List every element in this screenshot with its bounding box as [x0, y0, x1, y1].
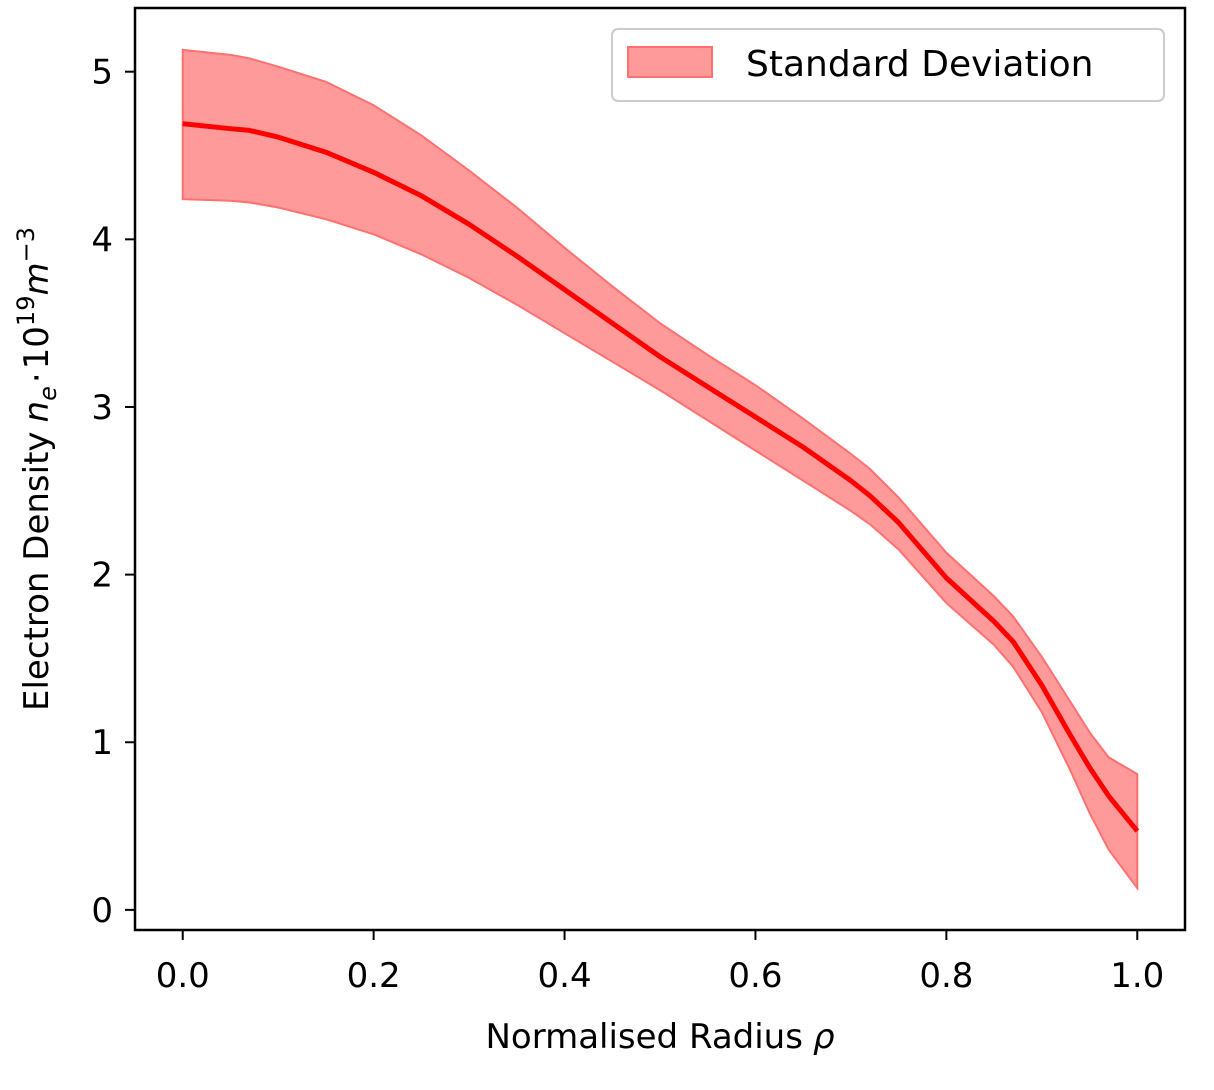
legend-swatch [627, 46, 713, 78]
y-tick-label: 5 [91, 53, 113, 93]
y-tick-label: 0 [91, 891, 113, 931]
x-tick-label: 0.2 [347, 956, 401, 996]
y-tick-label: 4 [91, 220, 113, 260]
y-axis-label-unit: m [17, 262, 57, 295]
x-tick-label: 0.0 [156, 956, 210, 996]
y-axis-label-multiplier: 10 [17, 326, 57, 369]
y-tick-label: 1 [91, 723, 113, 763]
legend: Standard Deviation [611, 28, 1165, 102]
legend-frame [611, 28, 1165, 102]
y-axis-label-multiplier-exp: 19 [12, 296, 40, 327]
x-tick-label: 0.4 [538, 956, 592, 996]
y-tick-label: 2 [91, 556, 113, 596]
axes-frame [133, 6, 1187, 932]
mean-line [182, 121, 1140, 833]
y-axis-label-text: Electron Density [17, 431, 57, 711]
x-tick-label: 0.8 [919, 956, 973, 996]
legend-label: Standard Deviation [746, 44, 1093, 85]
y-axis-ticks: 0 1 2 3 4 5 [91, 53, 135, 931]
x-axis-label-text: Normalised Radius [485, 1017, 803, 1057]
x-axis-ticks: 0.0 0.2 0.4 0.6 0.8 1.0 [156, 930, 1164, 996]
plot-area [181, 48, 1140, 892]
y-axis-label: Electron Density ne · 1019m−3 [12, 227, 62, 711]
y-tick-label: 3 [91, 388, 113, 428]
y-axis-label-symbol: n [17, 401, 57, 423]
std-deviation-band [181, 48, 1139, 892]
x-axis-label: Normalised Radius ρ [485, 1017, 835, 1057]
x-axis-label-symbol: ρ [813, 1017, 835, 1057]
x-tick-label: 1.0 [1110, 956, 1164, 996]
y-axis-label-unit-exp: −3 [12, 227, 40, 262]
x-tick-label: 0.6 [728, 956, 782, 996]
y-axis-label-symbol-sub: e [34, 386, 62, 401]
y-axis-label-dot: · [17, 372, 57, 383]
